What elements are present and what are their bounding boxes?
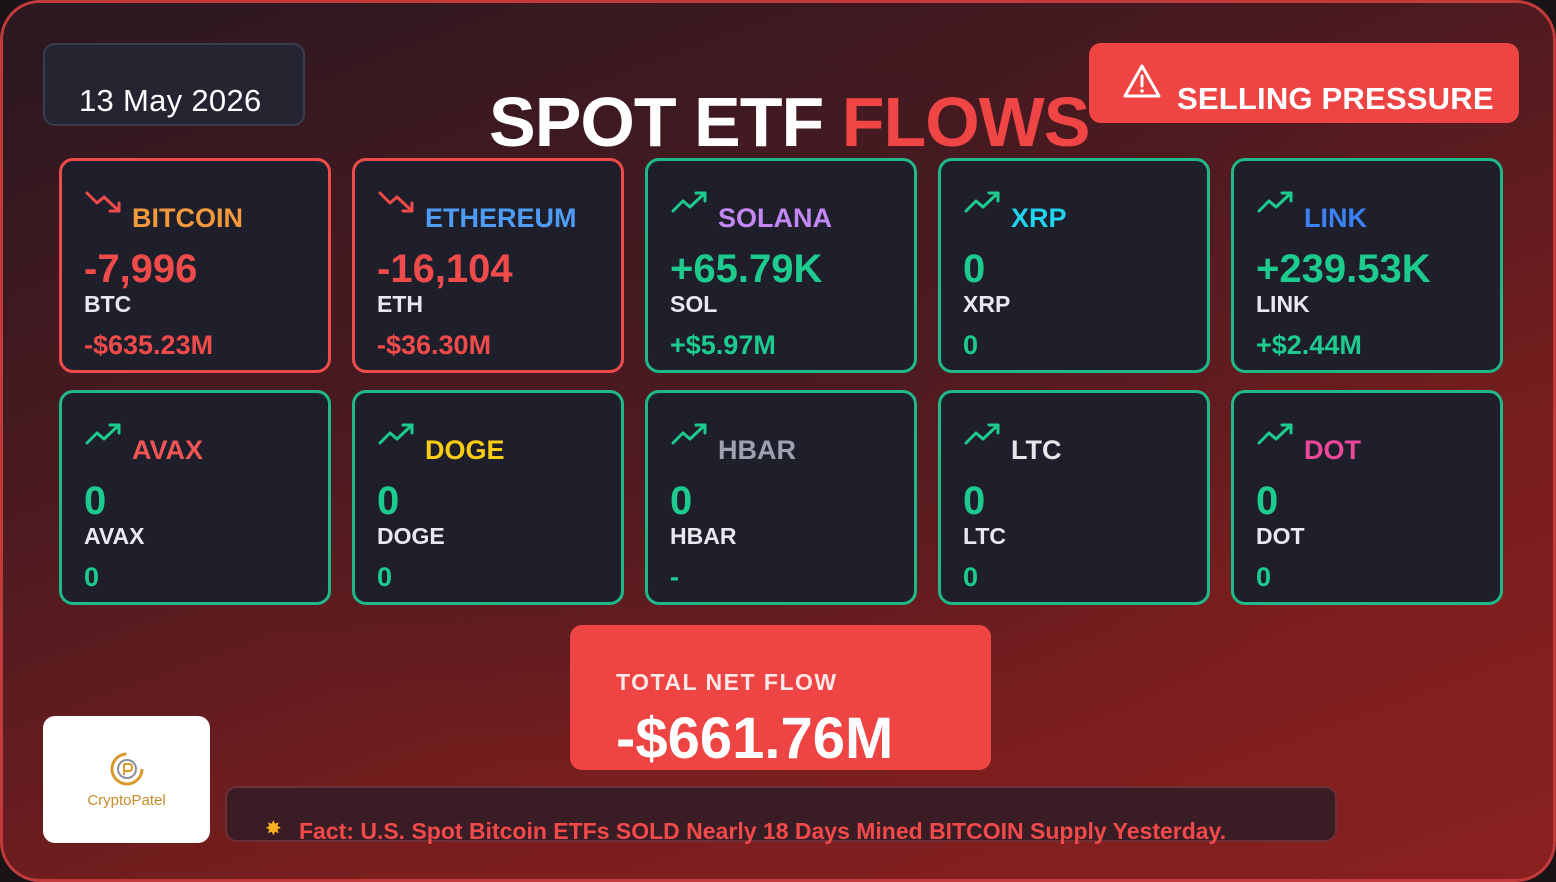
asset-amount: 0 <box>670 479 693 523</box>
trend-up-icon <box>85 423 121 445</box>
asset-amount: +65.79K <box>670 247 823 291</box>
asset-usd-flow: 0 <box>377 562 393 592</box>
asset-name: AVAX <box>132 435 204 465</box>
asset-name: HBAR <box>718 435 796 465</box>
asset-card-hbar: HBAR 0 HBAR - <box>645 390 917 605</box>
asset-unit: BTC <box>84 291 132 317</box>
asset-usd-flow: +$5.97M <box>670 330 776 360</box>
trend-up-icon <box>671 191 707 213</box>
asset-usd-flow: - <box>670 562 679 592</box>
explosion-icon: ✸ <box>265 818 282 840</box>
asset-unit: DOT <box>1256 523 1305 549</box>
cryptopatel-logo: CryptoPatel <box>43 716 210 843</box>
asset-amount: +239.53K <box>1256 247 1431 291</box>
date-label: 13 May 2026 <box>79 83 262 118</box>
trend-down-icon <box>378 191 414 213</box>
date-box: 13 May 2026 <box>43 43 305 126</box>
asset-unit: HBAR <box>670 523 737 549</box>
alert-label: SELLING PRESSURE <box>1177 81 1494 116</box>
asset-name: BITCOIN <box>132 203 243 233</box>
asset-unit: AVAX <box>84 523 145 549</box>
selling-pressure-badge: SELLING PRESSURE <box>1089 43 1519 123</box>
warning-triangle-icon <box>1123 64 1161 98</box>
asset-amount: 0 <box>963 479 986 523</box>
asset-usd-flow: 0 <box>84 562 100 592</box>
fact-text: Fact: U.S. Spot Bitcoin ETFs SOLD Nearly… <box>299 818 1227 844</box>
page-title: SPOT ETF FLOWS <box>489 87 1090 157</box>
asset-usd-flow: 0 <box>1256 562 1272 592</box>
title-white: SPOT ETF <box>489 83 824 161</box>
asset-card-link: LINK +239.53K LINK +$2.44M <box>1231 158 1503 373</box>
total-net-flow-value: -$661.76M <box>616 706 894 771</box>
trend-up-icon <box>964 191 1000 213</box>
asset-usd-flow: +$2.44M <box>1256 330 1362 360</box>
asset-usd-flow: 0 <box>963 562 979 592</box>
asset-amount: -16,104 <box>377 247 513 291</box>
asset-card-doge: DOGE 0 DOGE 0 <box>352 390 624 605</box>
asset-card-xrp: XRP 0 XRP 0 <box>938 158 1210 373</box>
asset-amount: 0 <box>84 479 107 523</box>
trend-up-icon <box>378 423 414 445</box>
asset-card-solana: SOLANA +65.79K SOL +$5.97M <box>645 158 917 373</box>
asset-usd-flow: -$36.30M <box>377 330 492 360</box>
asset-amount: 0 <box>963 247 986 291</box>
asset-name: ETHEREUM <box>425 203 577 233</box>
asset-unit: LTC <box>963 523 1007 549</box>
asset-card-ltc: LTC 0 LTC 0 <box>938 390 1210 605</box>
asset-card-avax: AVAX 0 AVAX 0 <box>59 390 331 605</box>
asset-name: SOLANA <box>718 203 832 233</box>
asset-unit: DOGE <box>377 523 445 549</box>
asset-usd-flow: 0 <box>963 330 979 360</box>
asset-name: LTC <box>1011 435 1062 465</box>
asset-card-bitcoin: BITCOIN -7,996 BTC -$635.23M <box>59 158 331 373</box>
trend-up-icon <box>671 423 707 445</box>
asset-card-dot: DOT 0 DOT 0 <box>1231 390 1503 605</box>
asset-unit: ETH <box>377 291 423 317</box>
asset-amount: 0 <box>377 479 400 523</box>
asset-name: LINK <box>1304 203 1367 233</box>
asset-name: DOGE <box>425 435 505 465</box>
asset-name: DOT <box>1304 435 1361 465</box>
asset-name: XRP <box>1011 203 1067 233</box>
asset-card-ethereum: ETHEREUM -16,104 ETH -$36.30M <box>352 158 624 373</box>
trend-up-icon <box>1257 191 1293 213</box>
total-net-flow-label: TOTAL NET FLOW <box>616 669 838 695</box>
title-red: FLOWS <box>841 83 1091 161</box>
trend-up-icon <box>1257 423 1293 445</box>
fact-banner: ✸ Fact: U.S. Spot Bitcoin ETFs SOLD Near… <box>225 786 1337 844</box>
trend-down-icon <box>85 191 121 213</box>
asset-unit: LINK <box>1256 291 1310 317</box>
logo-mark-icon <box>110 752 144 786</box>
asset-amount: 0 <box>1256 479 1279 523</box>
asset-amount: -7,996 <box>84 247 198 291</box>
asset-unit: XRP <box>963 291 1011 317</box>
logo-text: CryptoPatel <box>87 792 166 809</box>
trend-up-icon <box>964 423 1000 445</box>
asset-unit: SOL <box>670 291 718 317</box>
total-net-flow-panel: TOTAL NET FLOW -$661.76M <box>570 625 991 770</box>
asset-usd-flow: -$635.23M <box>84 330 214 360</box>
